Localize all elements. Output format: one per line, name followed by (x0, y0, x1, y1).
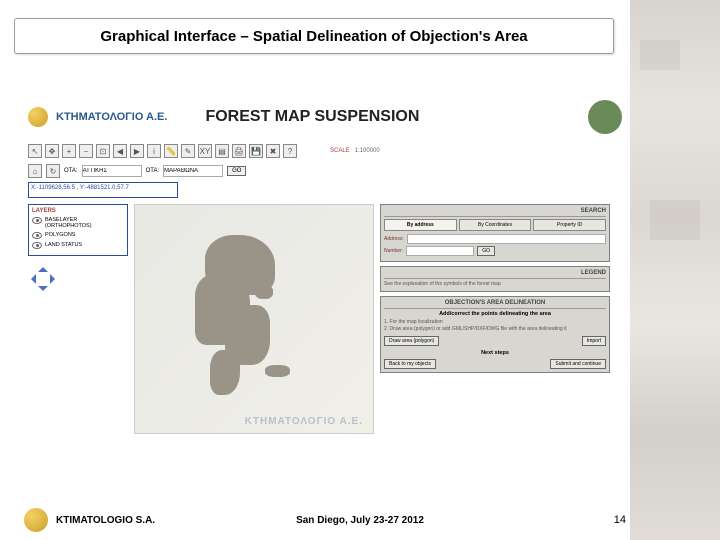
pan-control[interactable] (28, 264, 58, 294)
eye-icon[interactable] (32, 242, 42, 249)
save-icon[interactable]: 💾 (249, 144, 263, 158)
app-main-title: FOREST MAP SUSPENSION (205, 108, 419, 126)
zoomin-icon[interactable]: + (62, 144, 76, 158)
ota-search-row: ⌂ ↻ OTA: OTA: GO (28, 164, 628, 178)
help-icon[interactable]: ? (283, 144, 297, 158)
reload-icon[interactable]: ↻ (46, 164, 60, 178)
next-icon[interactable]: ▶ (130, 144, 144, 158)
ota-label: OTA: (64, 168, 78, 174)
measure-icon[interactable]: 📏 (164, 144, 178, 158)
tab-by-address[interactable]: By address (384, 219, 457, 231)
pointer-icon[interactable]: ↖ (28, 144, 42, 158)
eye-icon[interactable] (32, 232, 42, 239)
footer-venue: San Diego, July 23-27 2012 (296, 515, 424, 526)
main-area: LAYERS BASELAYER (ORTHOPHOTOS) POLYGONS … (28, 204, 628, 434)
extent-icon[interactable]: ⊡ (96, 144, 110, 158)
ota-input[interactable] (82, 165, 142, 177)
delineation-sub: Add/correct the points delineating the a… (384, 311, 606, 317)
ota2-label: OTA: (146, 168, 160, 174)
greece-shape (185, 235, 315, 405)
clear-icon[interactable]: ✖ (266, 144, 280, 158)
delineation-mid-buttons: Draw area (polygon) Import (384, 336, 606, 346)
draw-icon[interactable]: ✎ (181, 144, 195, 158)
slide-title: Graphical Interface – Spatial Delineatio… (100, 28, 527, 45)
pan-down-icon[interactable] (38, 286, 48, 296)
map-watermark: ΚΤΗΜΑΤΟΛΟΓΙΟ Α.Ε. (245, 416, 363, 427)
slide-title-box: Graphical Interface – Spatial Delineatio… (14, 18, 614, 54)
brand-logo-icon (28, 107, 48, 127)
go-button[interactable]: GO (227, 166, 246, 176)
tab-by-coordinates[interactable]: By Coordinates (459, 219, 532, 231)
side-panels: SEARCH By address By Coordinates Propert… (380, 204, 610, 434)
pan-icon[interactable]: ✥ (45, 144, 59, 158)
layer-item[interactable]: POLYGONS (32, 232, 124, 239)
scale-value: 1:100000 (355, 148, 380, 154)
address-label: Address: (384, 236, 404, 242)
partner-badge-icon (588, 100, 622, 134)
map-view[interactable]: ΚΤΗΜΑΤΟΛΟΓΙΟ Α.Ε. (134, 204, 374, 434)
xy-icon[interactable]: XY (198, 144, 212, 158)
legend-panel: LEGEND See the explanation of the symbol… (380, 266, 610, 292)
number-label: Number: (384, 248, 403, 254)
delineation-step2: 2. Draw area (polygon) or add GML/SHP/DX… (384, 326, 606, 333)
search-panel: SEARCH By address By Coordinates Propert… (380, 204, 610, 262)
footer-logo-icon (24, 508, 48, 532)
delineation-step1: 1. For the map localization (384, 319, 606, 326)
delineation-header: OBJECTION'S AREA DELINEATION (384, 300, 606, 309)
number-field-row: Number: GO (384, 246, 606, 256)
app-header: ΚΤΗΜΑΤΟΛΟΓΙΟ Α.Ε. FOREST MAP SUSPENSION (28, 100, 628, 134)
footer-org: KTIMATOLOGIO S.A. (56, 515, 155, 526)
ota2-input[interactable] (163, 165, 223, 177)
home-icon[interactable]: ⌂ (28, 164, 42, 178)
legend-panel-header: LEGEND (384, 270, 606, 279)
delineation-footer-buttons: Back to my objects Submit and continue (384, 359, 606, 369)
coordinates-readout: X:-1109628,56.5 , Y:-4881521.0,57.7 (28, 182, 178, 198)
prev-icon[interactable]: ◀ (113, 144, 127, 158)
search-tabs: By address By Coordinates Property ID (384, 219, 606, 231)
pan-right-icon[interactable] (50, 274, 60, 284)
app-content: ΚΤΗΜΑΤΟΛΟΓΙΟ Α.Ε. FOREST MAP SUSPENSION … (28, 100, 628, 434)
pan-left-icon[interactable] (26, 274, 36, 284)
toolbar: ↖ ✥ + − ⊡ ◀ ▶ i 📏 ✎ XY ▤ 🖨 💾 ✖ ? SCALE 1… (28, 142, 628, 160)
scale-label: SCALE (330, 148, 350, 154)
eye-icon[interactable] (32, 217, 42, 224)
tab-property-id[interactable]: Property ID (533, 219, 606, 231)
back-button[interactable]: Back to my objects (384, 359, 436, 369)
address-field-row: Address: (384, 234, 606, 244)
submit-button[interactable]: Submit and continue (550, 359, 606, 369)
pan-up-icon[interactable] (38, 262, 48, 272)
search-go-button[interactable]: GO (477, 246, 495, 256)
next-steps-label: Next steps (384, 350, 606, 356)
zoomout-icon[interactable]: − (79, 144, 93, 158)
footer-page-number: 14 (614, 514, 626, 526)
layers-title: LAYERS (32, 208, 124, 214)
print-icon[interactable]: 🖨 (232, 144, 246, 158)
table-icon[interactable]: ▤ (215, 144, 229, 158)
address-input[interactable] (407, 234, 606, 244)
layer-label: BASELAYER (ORTHOPHOTOS) (45, 217, 124, 229)
delineation-panel: OBJECTION'S AREA DELINEATION Add/correct… (380, 296, 610, 373)
layer-label: POLYGONS (45, 232, 75, 238)
brand-text: ΚΤΗΜΑΤΟΛΟΓΙΟ Α.Ε. (56, 111, 167, 123)
layer-label: LAND STATUS (45, 242, 82, 248)
layers-panel: LAYERS BASELAYER (ORTHOPHOTOS) POLYGONS … (28, 204, 128, 256)
left-column: LAYERS BASELAYER (ORTHOPHOTOS) POLYGONS … (28, 204, 128, 434)
number-input[interactable] (406, 246, 474, 256)
layer-item[interactable]: LAND STATUS (32, 242, 124, 249)
layer-item[interactable]: BASELAYER (ORTHOPHOTOS) (32, 217, 124, 229)
import-button[interactable]: Import (582, 336, 606, 346)
background-strip (630, 0, 720, 540)
legend-text: See the explanation of the symbols of th… (384, 281, 606, 288)
search-panel-header: SEARCH (384, 208, 606, 217)
identify-icon[interactable]: i (147, 144, 161, 158)
draw-polygon-button[interactable]: Draw area (polygon) (384, 336, 439, 346)
slide-footer: KTIMATOLOGIO S.A. San Diego, July 23-27 … (0, 508, 720, 532)
